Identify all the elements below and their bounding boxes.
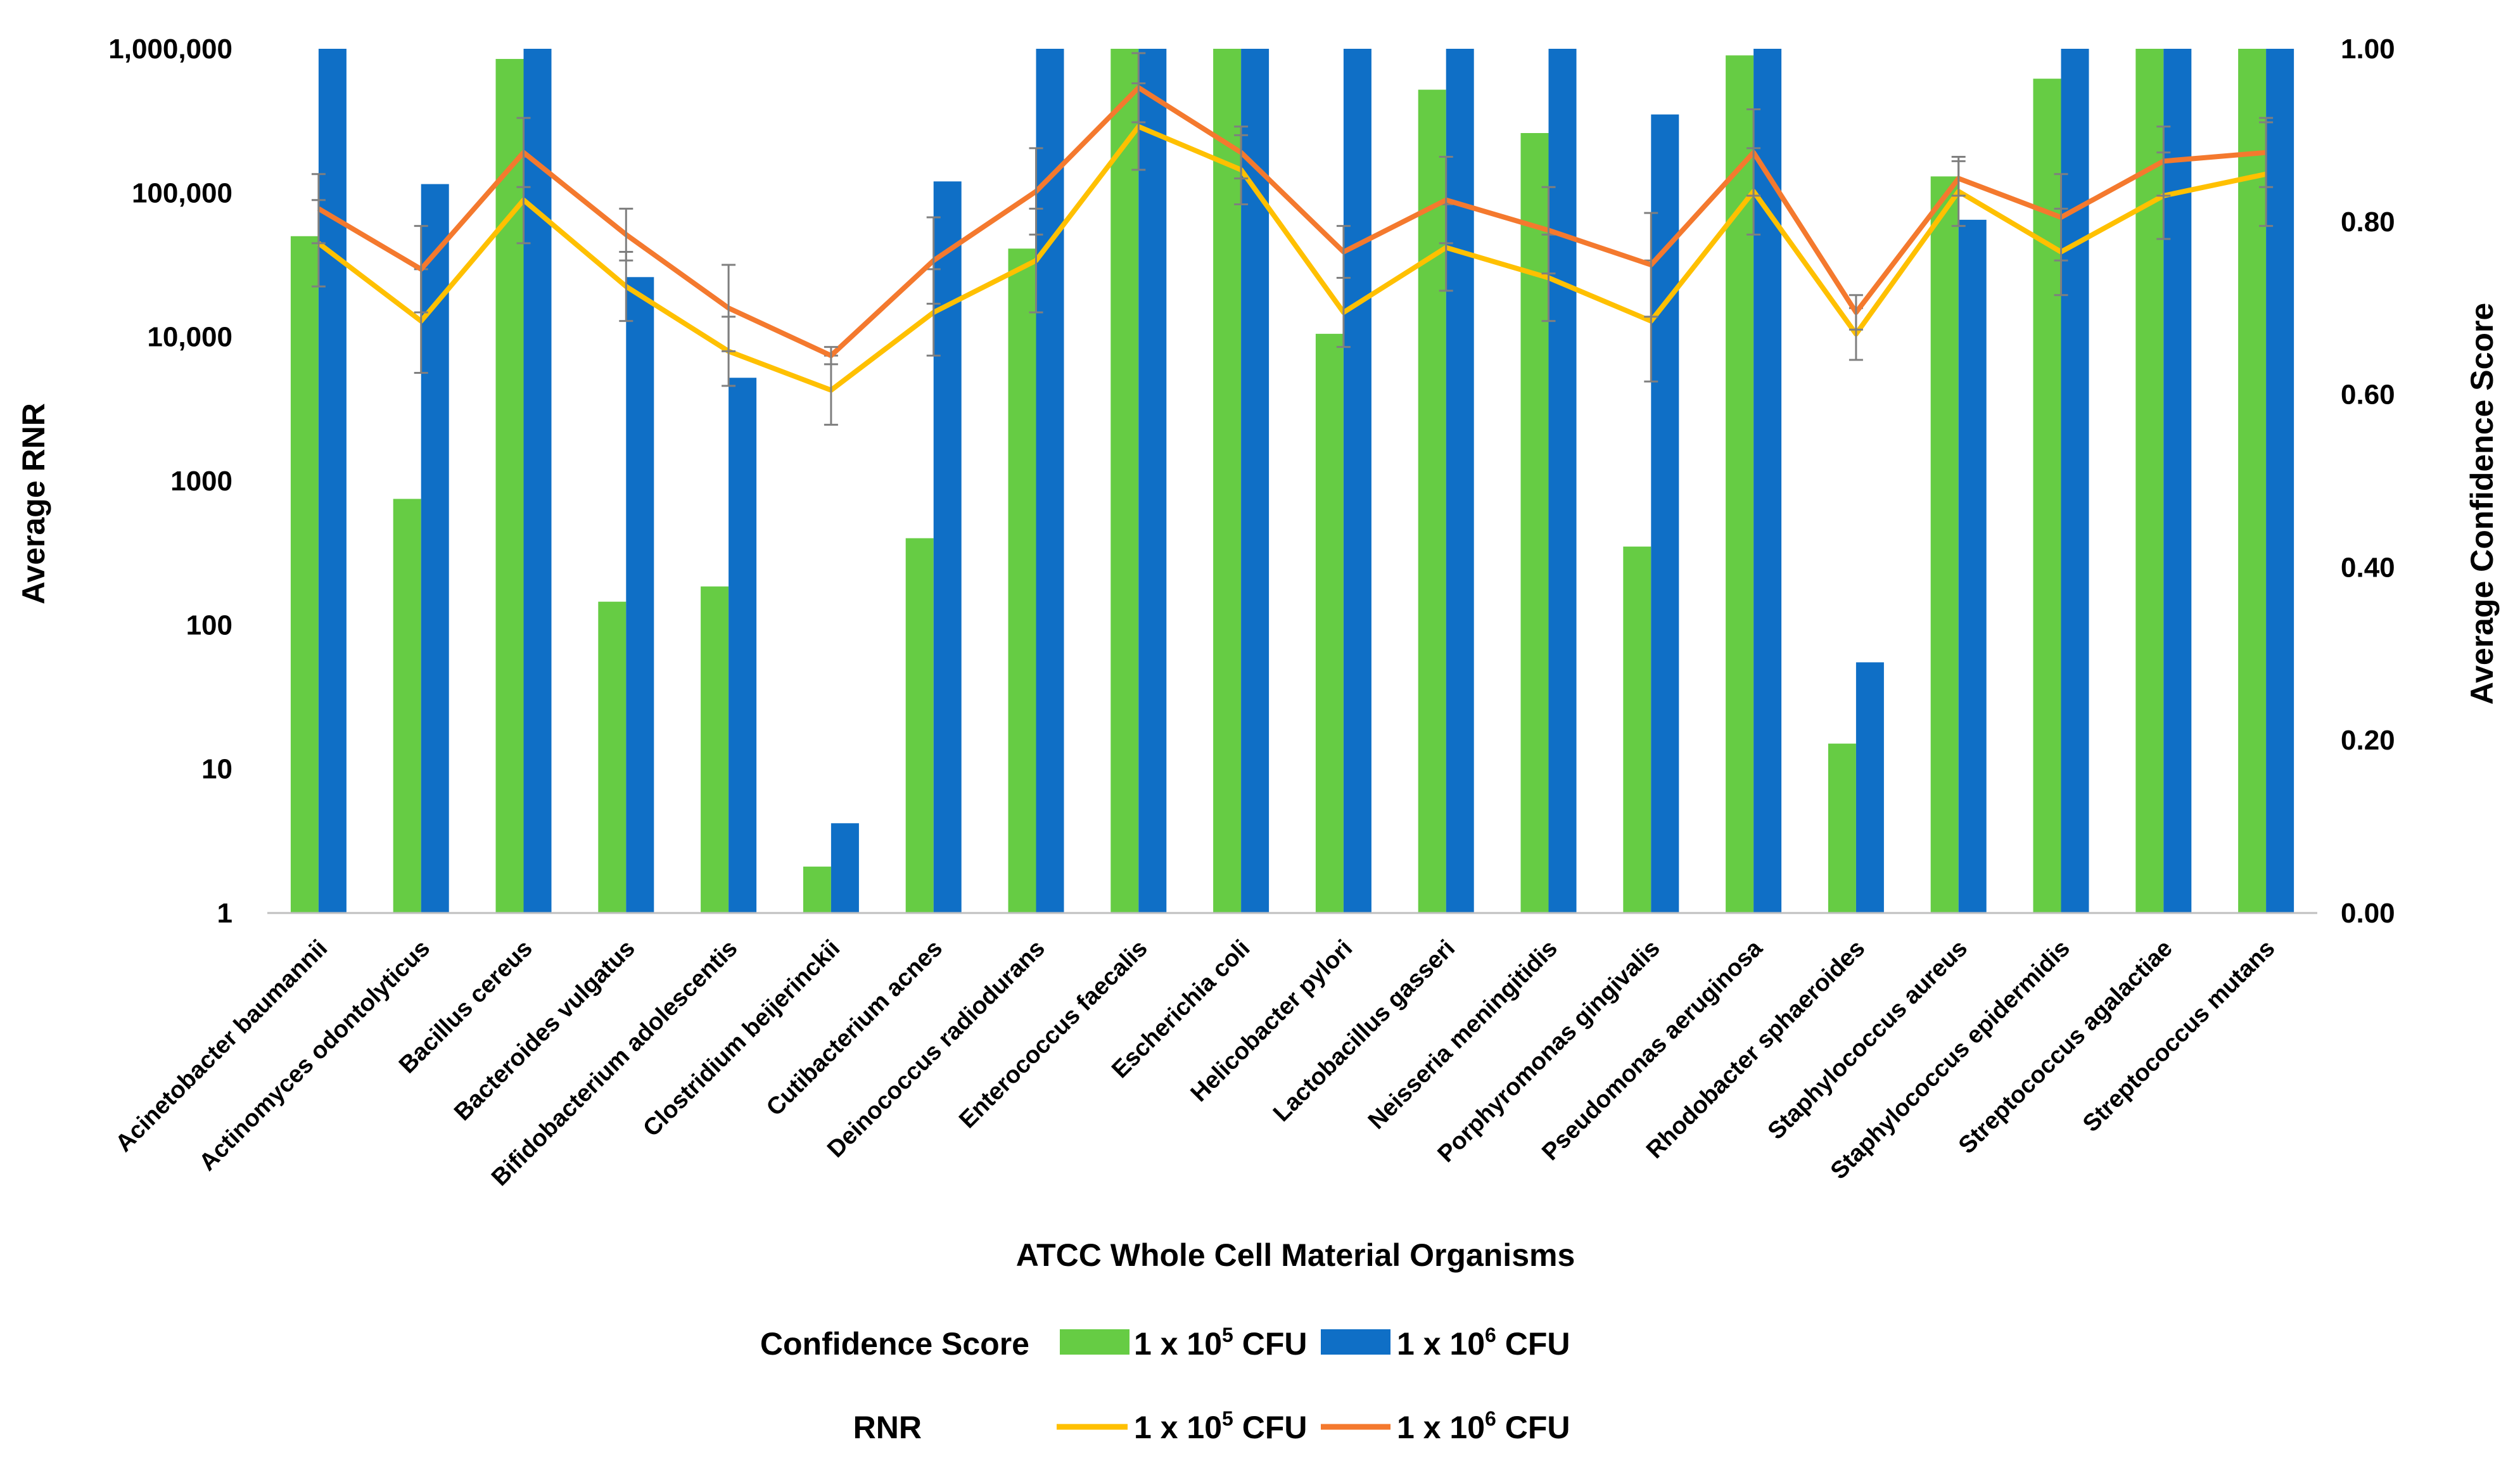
- bar-1e6-4: [729, 378, 756, 913]
- y2-axis-title: Average Confidence Score: [2464, 303, 2500, 705]
- x-tick-label-5: Clostridium beijerinckii: [638, 935, 845, 1142]
- y-tick-label-4: 10,000: [147, 322, 232, 353]
- legend-label-orange-line: 1 x 106 CFU: [1397, 1407, 1570, 1445]
- bar-1e6-6: [934, 181, 962, 913]
- x-tick-label-0: Acinetobacter baumannii: [111, 935, 333, 1158]
- bar-1e6-11: [1446, 49, 1474, 913]
- bar-1e6-0: [319, 49, 347, 913]
- x-tick-label-13: Porphyromonas gingivalis: [1433, 935, 1665, 1168]
- bar-1e5-3: [598, 602, 626, 913]
- y-tick-label-3: 1000: [170, 466, 232, 497]
- legend-label-yellow-line: 1 x 105 CFU: [1134, 1407, 1307, 1445]
- bar-1e5-14: [1726, 55, 1753, 913]
- bar-1e6-5: [831, 823, 859, 913]
- bar-1e6-16: [1959, 220, 1987, 913]
- bar-1e5-0: [291, 236, 319, 913]
- bar-1e5-15: [1828, 744, 1856, 913]
- y-tick-label-1: 10: [201, 754, 232, 785]
- legend-rnr: RNR 1 x 105 CFU 1 x 106 CFU: [853, 1407, 1570, 1445]
- legend-swatch-green-bar: [1060, 1329, 1130, 1355]
- bar-1e5-7: [1009, 248, 1036, 913]
- bar-1e5-17: [2033, 79, 2061, 913]
- x-tick-label-14: Pseudomonas aeruginosa: [1537, 935, 1768, 1166]
- legend-confidence-label: Confidence Score: [760, 1326, 1029, 1362]
- y2-tick-label-0: 0.00: [2341, 898, 2395, 929]
- x-tick-label-11: Lactobacillus gasseri: [1268, 935, 1460, 1127]
- bars-layer: [291, 49, 2294, 913]
- bar-1e5-6: [906, 538, 934, 913]
- bar-1e6-13: [1651, 115, 1679, 913]
- x-tick-label-6: Cutibacterium acnes: [761, 935, 948, 1121]
- bar-1e5-5: [803, 867, 831, 913]
- bar-1e5-8: [1110, 49, 1138, 913]
- bar-1e6-17: [2061, 49, 2089, 913]
- x-tick-label-3: Bacteroides vulgatus: [449, 935, 640, 1126]
- bar-1e6-18: [2163, 49, 2191, 913]
- x-tick-label-8: Enterococcus faecalis: [954, 935, 1152, 1133]
- x-axis-title: ATCC Whole Cell Material Organisms: [1016, 1237, 1575, 1273]
- x-tick-label-7: Deinococcus radiodurans: [822, 935, 1050, 1163]
- y2-tick-label-3: 0.60: [2341, 380, 2395, 411]
- y-tick-label-6: 1,000,000: [108, 34, 232, 65]
- x-tick-label-19: Streptococcus mutans: [2078, 935, 2280, 1137]
- legend-label-blue-bar: 1 x 106 CFU: [1397, 1324, 1570, 1362]
- legend-swatch-blue-bar: [1321, 1329, 1390, 1355]
- bar-1e6-12: [1549, 49, 1577, 913]
- y2-tick-label-5: 1.00: [2341, 34, 2395, 65]
- bar-1e6-3: [626, 277, 654, 913]
- y-tick-label-0: 1: [217, 898, 232, 929]
- y2-tick-label-4: 0.80: [2341, 207, 2395, 238]
- bar-1e6-19: [2266, 49, 2294, 913]
- x-tick-label-16: Staphylococcus aureus: [1763, 935, 1973, 1145]
- x-tick-label-12: Neisseria meningitidis: [1363, 935, 1563, 1135]
- y-tick-label-5: 100,000: [132, 177, 232, 208]
- bar-1e6-8: [1138, 49, 1166, 913]
- x-tick-label-18: Streptococcus agalactiae: [1954, 935, 2178, 1159]
- legend-label-green-bar: 1 x 105 CFU: [1134, 1324, 1307, 1362]
- y2-tick-label-2: 0.40: [2341, 552, 2395, 583]
- x-tick-label-15: Rhodobacter sphaeroides: [1641, 935, 1870, 1164]
- bar-1e6-2: [524, 49, 552, 913]
- y2-tick-label-1: 0.20: [2341, 725, 2395, 756]
- bar-1e5-10: [1316, 334, 1344, 913]
- bar-1e6-15: [1856, 662, 1884, 913]
- bar-1e5-13: [1623, 547, 1651, 913]
- bar-1e5-4: [701, 587, 729, 913]
- bar-1e5-16: [1931, 176, 1959, 913]
- bar-1e5-12: [1521, 133, 1549, 913]
- y-tick-label-2: 100: [186, 610, 232, 641]
- legend-rnr-label: RNR: [853, 1410, 922, 1445]
- bar-1e6-10: [1344, 49, 1371, 913]
- bar-1e5-18: [2135, 49, 2163, 913]
- bar-1e5-1: [393, 499, 421, 913]
- legend-confidence-score: Confidence Score 1 x 105 CFU 1 x 106 CFU: [760, 1324, 1570, 1362]
- y-axis-title: Average RNR: [16, 403, 51, 604]
